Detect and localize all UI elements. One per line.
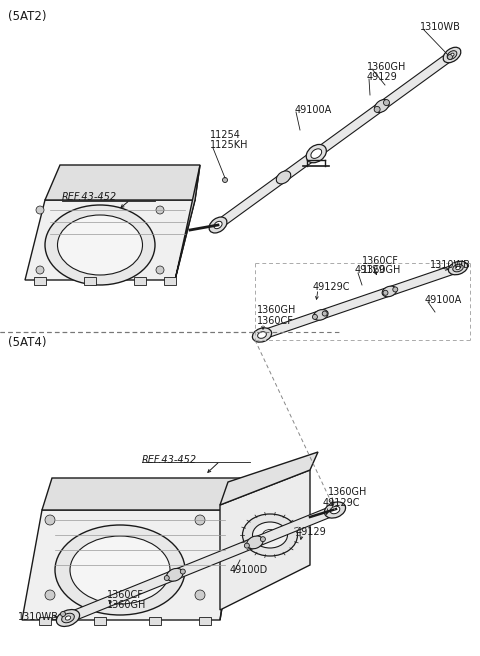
Circle shape — [60, 611, 65, 617]
Ellipse shape — [324, 502, 346, 518]
Circle shape — [36, 266, 44, 274]
Ellipse shape — [242, 514, 298, 556]
Text: 49129C: 49129C — [313, 282, 350, 292]
Ellipse shape — [313, 310, 328, 320]
Circle shape — [195, 515, 205, 525]
Ellipse shape — [70, 536, 170, 604]
Text: REF.43-452: REF.43-452 — [142, 455, 197, 465]
Ellipse shape — [45, 205, 155, 285]
Ellipse shape — [276, 171, 291, 184]
Text: (5AT2): (5AT2) — [8, 10, 47, 23]
Text: 1360GH: 1360GH — [367, 62, 407, 72]
Text: 1360GH: 1360GH — [362, 265, 401, 275]
Polygon shape — [220, 470, 310, 610]
FancyBboxPatch shape — [164, 277, 176, 285]
Text: 49100D: 49100D — [230, 565, 268, 575]
Ellipse shape — [61, 613, 74, 623]
Text: (5AT4): (5AT4) — [8, 336, 47, 349]
Polygon shape — [261, 264, 459, 339]
FancyBboxPatch shape — [34, 277, 46, 285]
Text: 1360GH: 1360GH — [107, 600, 146, 610]
Ellipse shape — [311, 149, 322, 158]
Polygon shape — [216, 51, 455, 229]
Text: 49129: 49129 — [296, 527, 327, 537]
Text: 1125KH: 1125KH — [210, 140, 249, 150]
Ellipse shape — [55, 525, 185, 615]
Ellipse shape — [447, 51, 457, 59]
Circle shape — [312, 314, 317, 319]
Circle shape — [156, 206, 164, 214]
Polygon shape — [45, 165, 200, 200]
Text: 49100A: 49100A — [425, 295, 462, 305]
Polygon shape — [22, 510, 238, 620]
Polygon shape — [42, 478, 242, 510]
Circle shape — [447, 54, 453, 60]
Ellipse shape — [214, 221, 222, 229]
FancyBboxPatch shape — [39, 617, 51, 625]
Text: 49129C: 49129C — [323, 498, 360, 508]
Ellipse shape — [456, 266, 460, 270]
Circle shape — [195, 590, 205, 600]
Ellipse shape — [247, 536, 263, 549]
Circle shape — [36, 206, 44, 214]
Ellipse shape — [263, 529, 277, 541]
Text: 49129: 49129 — [367, 72, 398, 82]
Circle shape — [393, 287, 398, 292]
Text: 1360CF: 1360CF — [362, 256, 399, 266]
Text: 1360GH: 1360GH — [328, 487, 367, 497]
Polygon shape — [220, 478, 242, 620]
Text: 11254: 11254 — [210, 130, 241, 140]
Ellipse shape — [258, 332, 266, 338]
Text: 1310WB: 1310WB — [18, 612, 59, 622]
Ellipse shape — [448, 261, 468, 275]
FancyBboxPatch shape — [134, 277, 146, 285]
Circle shape — [156, 266, 164, 274]
Ellipse shape — [65, 616, 71, 620]
Text: 1360GH: 1360GH — [257, 305, 296, 315]
Text: 1360CF: 1360CF — [257, 316, 294, 326]
Circle shape — [322, 311, 327, 316]
Circle shape — [261, 537, 265, 542]
Ellipse shape — [252, 328, 272, 342]
Text: 49129: 49129 — [355, 265, 386, 275]
Text: 1310WB: 1310WB — [420, 22, 461, 32]
Circle shape — [45, 515, 55, 525]
Ellipse shape — [209, 217, 227, 233]
Circle shape — [383, 291, 388, 295]
Polygon shape — [175, 165, 200, 280]
Ellipse shape — [443, 47, 461, 63]
FancyBboxPatch shape — [84, 277, 96, 285]
Ellipse shape — [382, 286, 396, 297]
Ellipse shape — [58, 215, 143, 275]
Text: 1310WB: 1310WB — [430, 260, 471, 270]
Ellipse shape — [167, 568, 183, 581]
Circle shape — [374, 106, 380, 112]
Ellipse shape — [252, 522, 288, 548]
Circle shape — [223, 178, 228, 182]
Ellipse shape — [306, 144, 326, 163]
Text: REF.43-452: REF.43-452 — [62, 192, 117, 202]
Ellipse shape — [330, 506, 340, 514]
Ellipse shape — [450, 53, 454, 57]
Circle shape — [384, 100, 389, 106]
Ellipse shape — [57, 609, 80, 626]
Circle shape — [244, 543, 250, 548]
Polygon shape — [66, 505, 337, 623]
Circle shape — [164, 575, 169, 581]
Circle shape — [180, 569, 185, 574]
Text: 49100A: 49100A — [295, 105, 332, 115]
Text: 1360CF: 1360CF — [107, 590, 144, 600]
Ellipse shape — [453, 264, 463, 272]
Polygon shape — [25, 200, 195, 280]
FancyBboxPatch shape — [199, 617, 211, 625]
FancyBboxPatch shape — [94, 617, 106, 625]
Ellipse shape — [374, 100, 389, 112]
Circle shape — [45, 590, 55, 600]
Polygon shape — [220, 452, 318, 505]
FancyBboxPatch shape — [149, 617, 161, 625]
